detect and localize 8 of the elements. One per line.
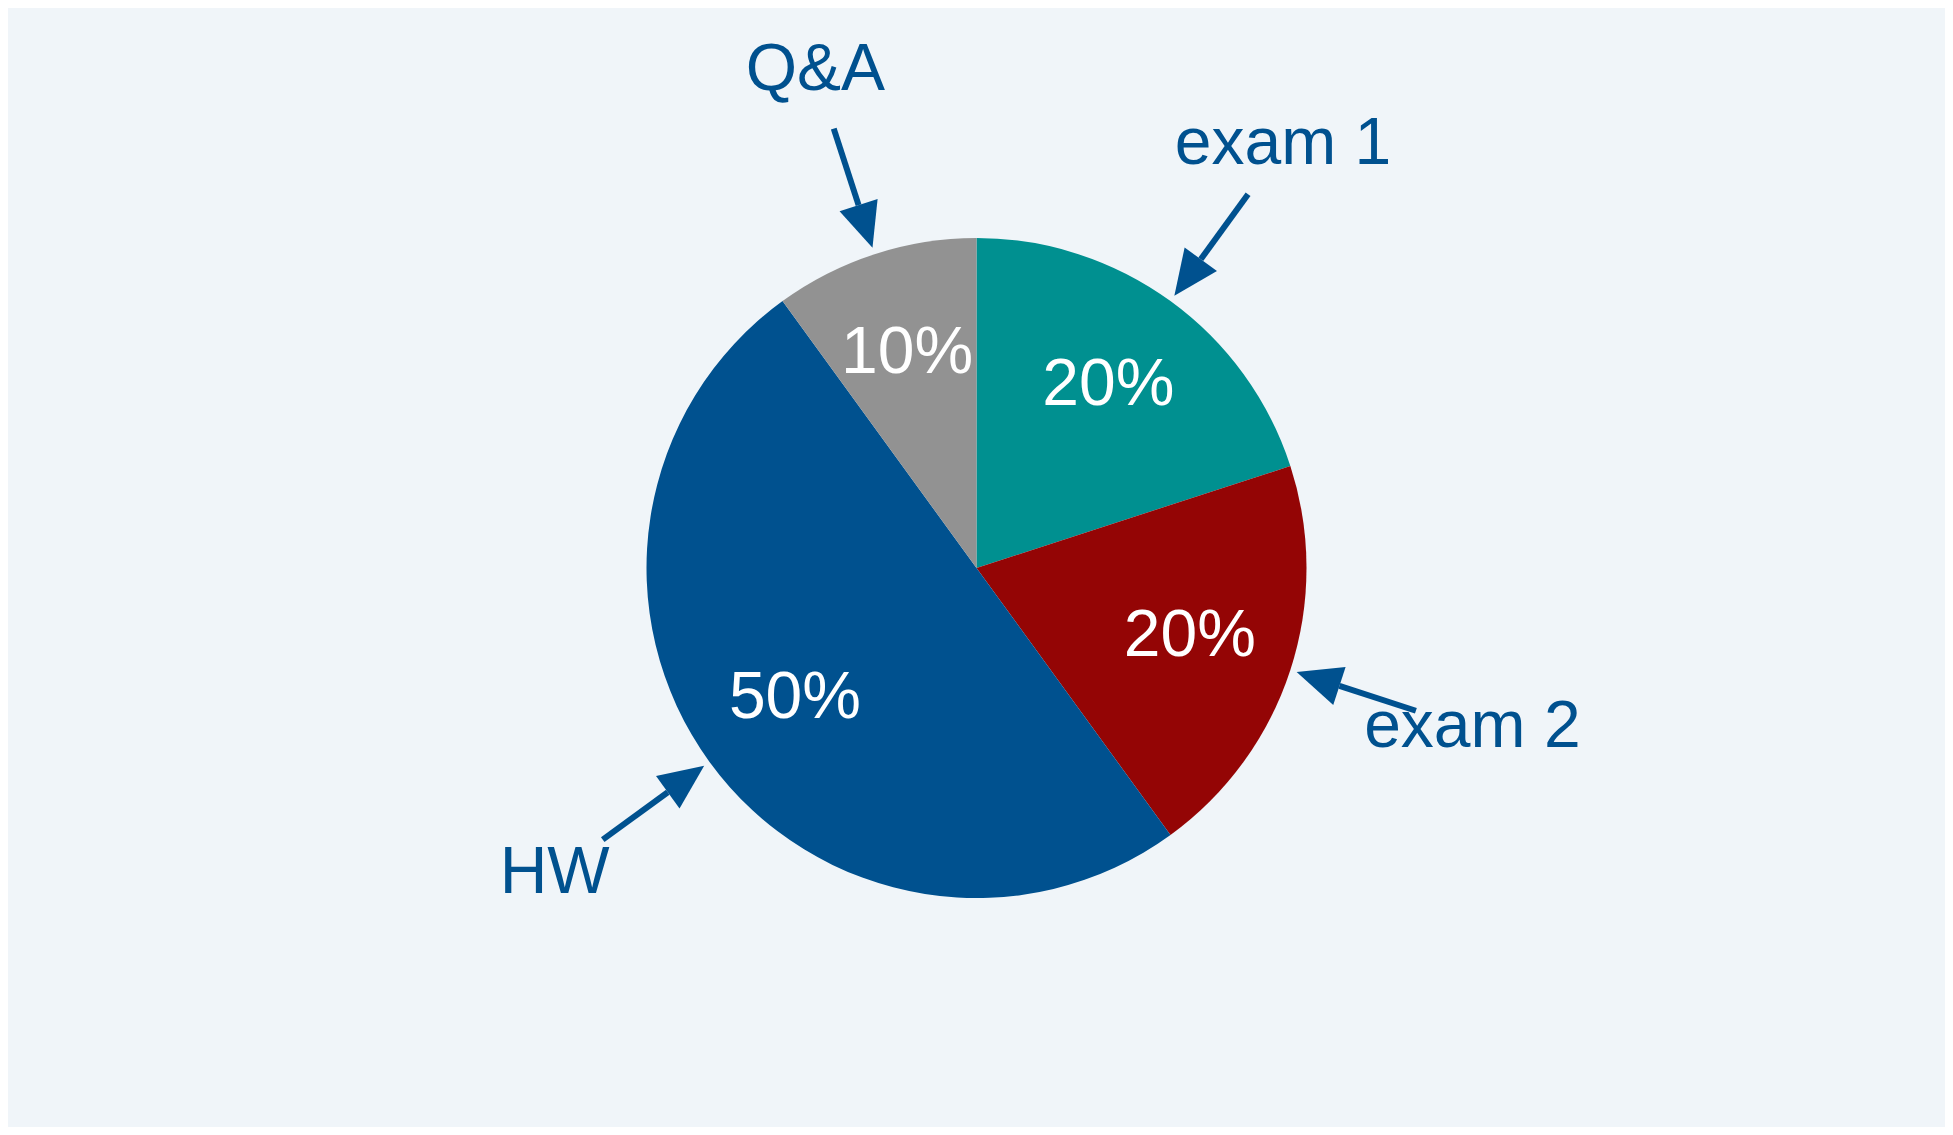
data-label: 20% [1123, 595, 1256, 670]
slice-label: exam 2 [1364, 687, 1581, 762]
slice-label: Q&A [745, 30, 886, 105]
slice-label: exam 1 [1174, 104, 1392, 179]
data-label: 50% [728, 658, 862, 733]
data-label: 20% [1042, 344, 1175, 419]
legend-label: HW [499, 832, 611, 907]
data-label: 10% [841, 312, 974, 387]
